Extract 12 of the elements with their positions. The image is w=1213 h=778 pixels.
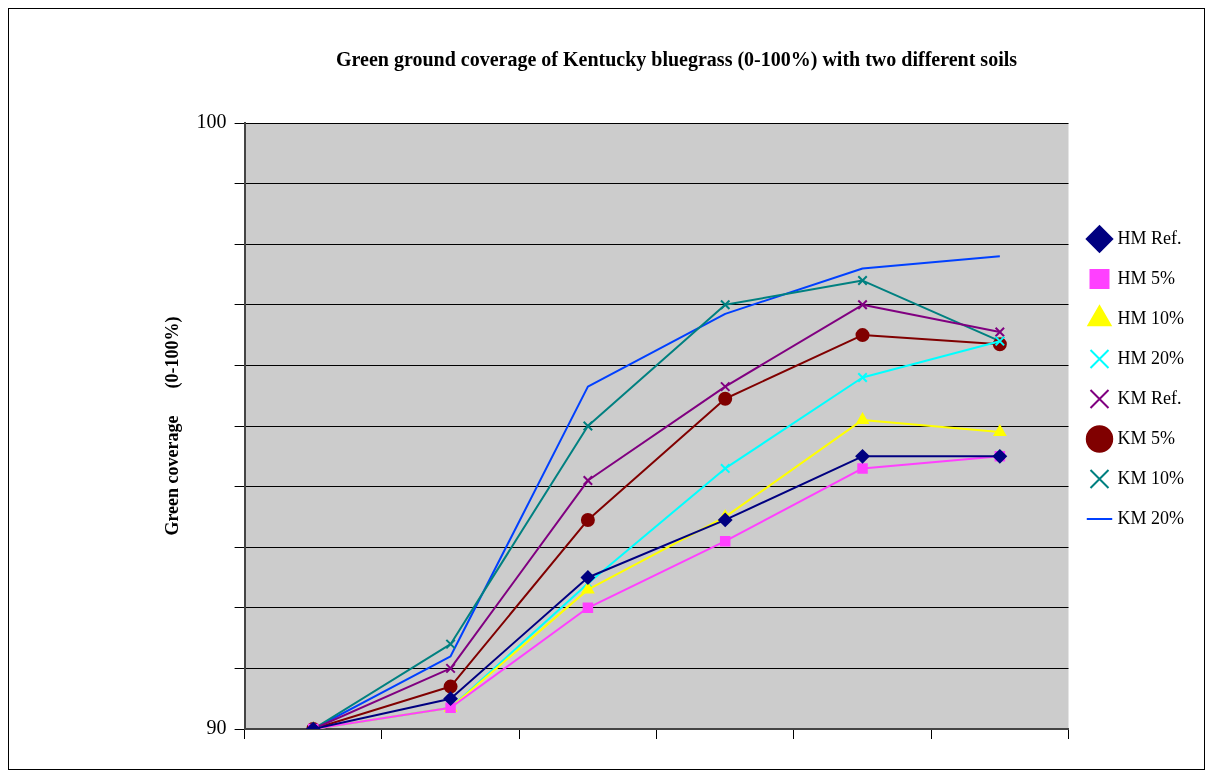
legend-label: KM Ref. bbox=[1117, 387, 1182, 408]
y-axis-title: Green coverage (0-100%) bbox=[162, 316, 184, 536]
legend-label: HM 20% bbox=[1117, 347, 1185, 368]
legend-label: KM 20% bbox=[1117, 507, 1185, 528]
legend-label: HM Ref. bbox=[1117, 227, 1182, 248]
y-tick-label: 90 bbox=[206, 716, 227, 739]
y-tick-label: 100 bbox=[196, 110, 227, 133]
chart-title: Green ground coverage of Kentucky bluegrass (0-100%) with two different soils bbox=[335, 48, 1018, 72]
legend-label: KM 5% bbox=[1117, 427, 1176, 448]
legend-label: KM 10% bbox=[1117, 467, 1185, 488]
legend-label: HM 10% bbox=[1117, 307, 1185, 328]
legend-label: HM 5% bbox=[1117, 267, 1176, 288]
